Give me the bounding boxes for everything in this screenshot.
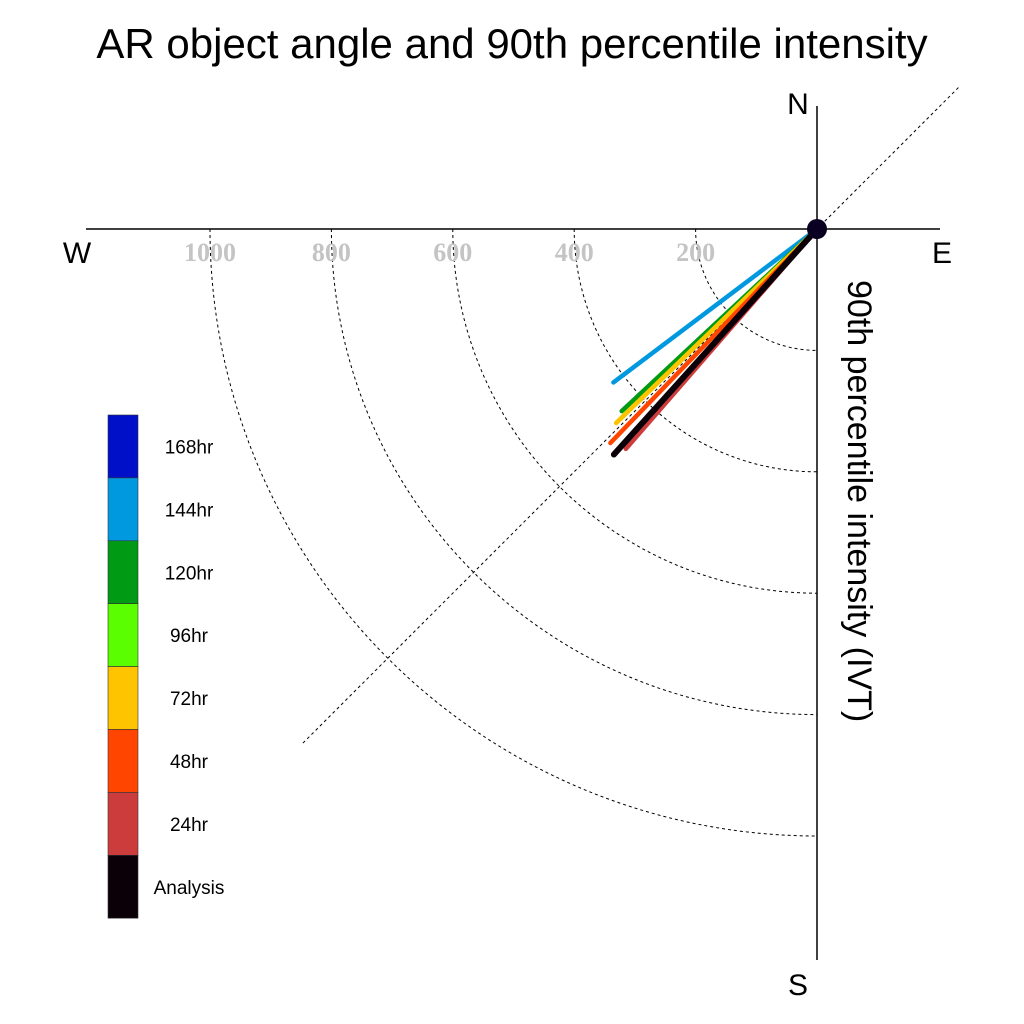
- grid-diagonal: [301, 87, 959, 745]
- legend-label: 48hr: [170, 752, 209, 773]
- series-vectors: [608, 226, 820, 458]
- radial-tick-labels: 200 400 600 800 1000: [184, 238, 715, 267]
- grid-arc: [695, 228, 818, 351]
- origin-marker: [807, 219, 827, 239]
- vector-144hr: [611, 226, 820, 385]
- y-axis-label: 90th percentile intensity (IVT): [840, 280, 878, 722]
- legend-label: 144hr: [165, 500, 214, 521]
- chart-title: AR object angle and 90th percentile inte…: [96, 20, 927, 67]
- legend-label: 96hr: [170, 626, 209, 647]
- radial-tick-label: 600: [433, 238, 472, 267]
- legend-swatch: [107, 540, 139, 604]
- compass-north: N: [787, 88, 809, 121]
- grid-arc: [452, 228, 818, 594]
- legend-swatch: [107, 792, 139, 856]
- chart-grid: [209, 87, 959, 837]
- legend: 168hr 144hr 120hr 96hr 72hr 48hr 24hr Analysis: [107, 414, 225, 919]
- legend-swatch: [107, 477, 139, 542]
- legend-swatch: [107, 854, 139, 919]
- legend-label: 120hr: [165, 563, 214, 584]
- legend-swatch: [107, 414, 139, 479]
- radial-tick-label: 1000: [184, 238, 236, 267]
- grid-arc: [330, 228, 818, 716]
- radial-tick-label: 800: [312, 238, 351, 267]
- compass-east: E: [932, 237, 952, 270]
- legend-label: 72hr: [170, 689, 209, 710]
- legend-label: Analysis: [154, 878, 225, 899]
- legend-swatch: [107, 603, 139, 667]
- radial-tick-label: 400: [555, 238, 594, 267]
- legend-swatch: [107, 666, 139, 730]
- legend-label: 24hr: [170, 815, 209, 836]
- vector-analysis: [610, 226, 820, 458]
- radial-tick-label: 200: [676, 238, 715, 267]
- grid-arc: [573, 228, 818, 473]
- legend-swatch: [107, 729, 139, 793]
- compass-south: S: [788, 969, 808, 1002]
- legend-label: 168hr: [165, 437, 214, 458]
- compass-west: W: [63, 237, 92, 270]
